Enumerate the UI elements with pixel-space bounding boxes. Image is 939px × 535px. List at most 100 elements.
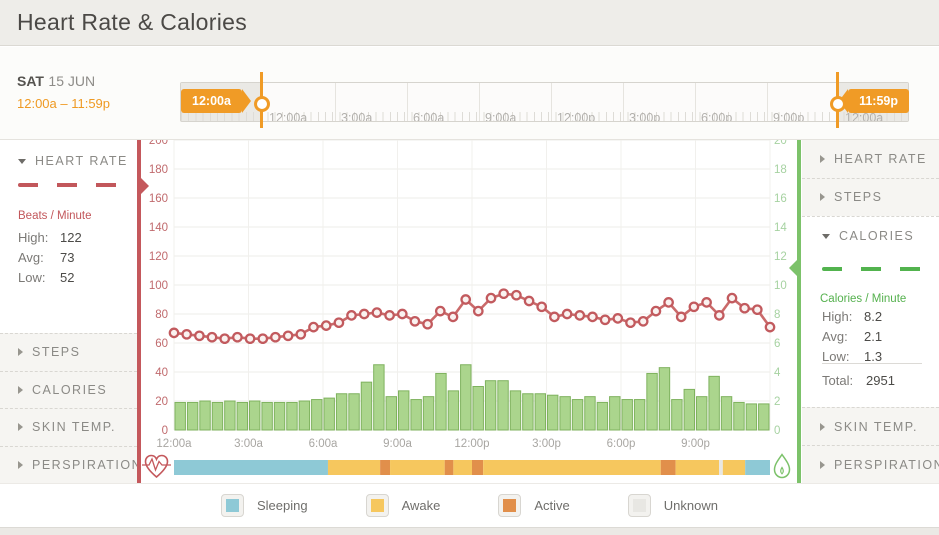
- slider-section-divider: [623, 83, 624, 121]
- stat-value: 2.1: [864, 329, 883, 344]
- slider-tick-label-8: 12:00a: [845, 111, 884, 122]
- chevron-right-icon: [18, 385, 23, 394]
- heart-rate-line: [168, 288, 776, 345]
- svg-text:6: 6: [774, 338, 780, 350]
- calories-axis-labels: 0 2 4 6 8 10 12 14 16 18 20: [774, 140, 787, 437]
- stat-low: Low: 52: [18, 270, 82, 285]
- stat-label: Low:: [822, 349, 850, 364]
- heart-rate-axis-notch: [141, 178, 149, 194]
- heart-rate-panel-title: HEART RATE: [35, 154, 128, 168]
- activity-strip: [174, 460, 770, 475]
- divider: [822, 363, 922, 364]
- slider-tick-label-6: 6:00p: [701, 111, 733, 122]
- calories-total-row: Total: 2951: [822, 373, 895, 388]
- legend-swatch: [370, 499, 384, 512]
- legend-item-sleeping: Sleeping: [220, 494, 308, 517]
- svg-text:8: 8: [774, 309, 780, 321]
- sidebar-item-label: STEPS: [32, 345, 81, 360]
- stat-high: High: 8.2: [822, 309, 882, 324]
- sidebar-item-steps[interactable]: STEPS: [802, 177, 939, 216]
- svg-text:9:00a: 9:00a: [383, 438, 412, 450]
- sidebar-item-calories[interactable]: CALORIES: [0, 370, 137, 408]
- slider-knob-end[interactable]: [830, 96, 846, 112]
- stat-value: 52: [60, 270, 75, 285]
- slider-tick-label-4: 12:00p: [557, 111, 596, 122]
- calories-panel-header[interactable]: CALORIES: [822, 229, 914, 243]
- slider-tag-end[interactable]: 11:59p: [839, 89, 909, 113]
- slider-tag-start[interactable]: 12:00a: [181, 89, 251, 113]
- legend-item-unknown: Unknown: [627, 494, 718, 517]
- time-range-label: 12:00a – 11:59p: [17, 96, 111, 111]
- slider-knob-start[interactable]: [254, 96, 270, 112]
- stat-label: Avg:: [822, 329, 848, 344]
- chevron-down-icon: [18, 158, 26, 164]
- legend-swatch-frame: [220, 494, 244, 517]
- sidebar-item-perspiration[interactable]: PERSPIRATION: [802, 445, 939, 483]
- stat-label: High:: [822, 309, 853, 324]
- legend-swatch-frame: [498, 494, 522, 517]
- slider-ticks: [181, 112, 908, 121]
- slider-tick-label-5: 3:00p: [629, 111, 661, 122]
- slider-track[interactable]: 12:00a 3:00a 6:00a 9:00a 12:00p 3:00p 6:00p 9:0…: [180, 82, 909, 122]
- slider-section-divider: [695, 83, 696, 121]
- slider-handle-end[interactable]: [830, 72, 846, 128]
- chart-gridlines: [173, 140, 771, 431]
- calories-series-sample: [822, 267, 926, 271]
- svg-text:9:00p: 9:00p: [681, 438, 710, 450]
- svg-text:18: 18: [774, 164, 787, 176]
- date-day: SAT: [17, 73, 44, 89]
- bottom-strip: [0, 527, 939, 535]
- slider-tick-label-0: 12:00a: [269, 111, 308, 122]
- activity-segment-awake: [675, 460, 720, 475]
- heart-rate-calories-chart: 0 20 40 60 80 100 120 140 160 180 200 0 2 4 6 8 10 12 14 16…: [142, 140, 791, 479]
- stat-value: 73: [60, 250, 75, 265]
- sidebar-item-skin-temp[interactable]: SKIN TEMP.: [802, 407, 939, 445]
- stat-high: High: 122: [18, 230, 82, 245]
- svg-text:80: 80: [155, 309, 168, 321]
- svg-text:6:00p: 6:00p: [607, 438, 636, 450]
- slider-section-divider: [407, 83, 408, 121]
- svg-text:40: 40: [155, 367, 168, 379]
- legend-label: Active: [534, 498, 570, 513]
- chevron-right-icon: [18, 423, 23, 432]
- flame-icon: [773, 453, 791, 479]
- heart-rate-axis-bar: [137, 140, 141, 483]
- activity-segment-awake: [722, 460, 746, 475]
- svg-text:2: 2: [774, 396, 780, 408]
- svg-text:14: 14: [774, 222, 787, 234]
- stat-label: Avg:: [18, 250, 44, 265]
- svg-text:10: 10: [774, 280, 787, 292]
- activity-segment-unknown: [719, 460, 723, 475]
- header: Heart Rate & Calories: [0, 0, 939, 46]
- sidebar-item-label: STEPS: [834, 190, 883, 205]
- heart-rate-axis-labels: 0 20 40 60 80 100 120 140 160 180 200: [149, 140, 168, 437]
- heart-rate-panel-header[interactable]: HEART RATE: [18, 154, 128, 168]
- chevron-down-icon: [822, 233, 830, 239]
- calories-panel-title: CALORIES: [839, 229, 915, 243]
- x-axis-labels: 12:00a 3:00a 6:00a 9:00a 12:00p 3:00p 6:00p 9:0…: [156, 438, 709, 450]
- page-title: Heart Rate & Calories: [17, 9, 247, 35]
- legend-label: Awake: [401, 498, 441, 513]
- calories-bars: [174, 364, 770, 431]
- calories-total-label: Total:: [822, 373, 854, 388]
- sidebar-item-steps[interactable]: STEPS: [0, 333, 137, 371]
- activity-segment-active: [472, 460, 484, 475]
- activity-segment-active: [444, 460, 454, 475]
- sidebar-item-perspiration[interactable]: PERSPIRATION: [0, 445, 141, 483]
- slider-tick-label-7: 9:00p: [773, 111, 805, 122]
- legend-swatch-frame: [627, 494, 651, 517]
- heart-rate-panel: HEART RATE Beats / Minute High: 122 Avg: 73…: [0, 140, 137, 333]
- date-selector[interactable]: SAT 15 JUN 12:00a – 11:59p: [17, 73, 110, 111]
- sidebar-item-heart-rate[interactable]: HEART RATE: [802, 140, 939, 178]
- stat-low: Low: 1.3: [822, 349, 882, 364]
- chevron-right-icon: [820, 193, 825, 202]
- svg-text:60: 60: [155, 338, 168, 350]
- legend-swatch: [503, 499, 517, 512]
- activity-segment-sleeping: [745, 460, 770, 475]
- legend-label: Sleeping: [256, 498, 308, 513]
- slider-handle-start[interactable]: [254, 72, 270, 128]
- activity-legend: Sleeping Awake Active Unknown: [0, 483, 939, 527]
- sidebar-item-skin-temp[interactable]: SKIN TEMP.: [0, 408, 137, 446]
- svg-text:20: 20: [774, 140, 787, 147]
